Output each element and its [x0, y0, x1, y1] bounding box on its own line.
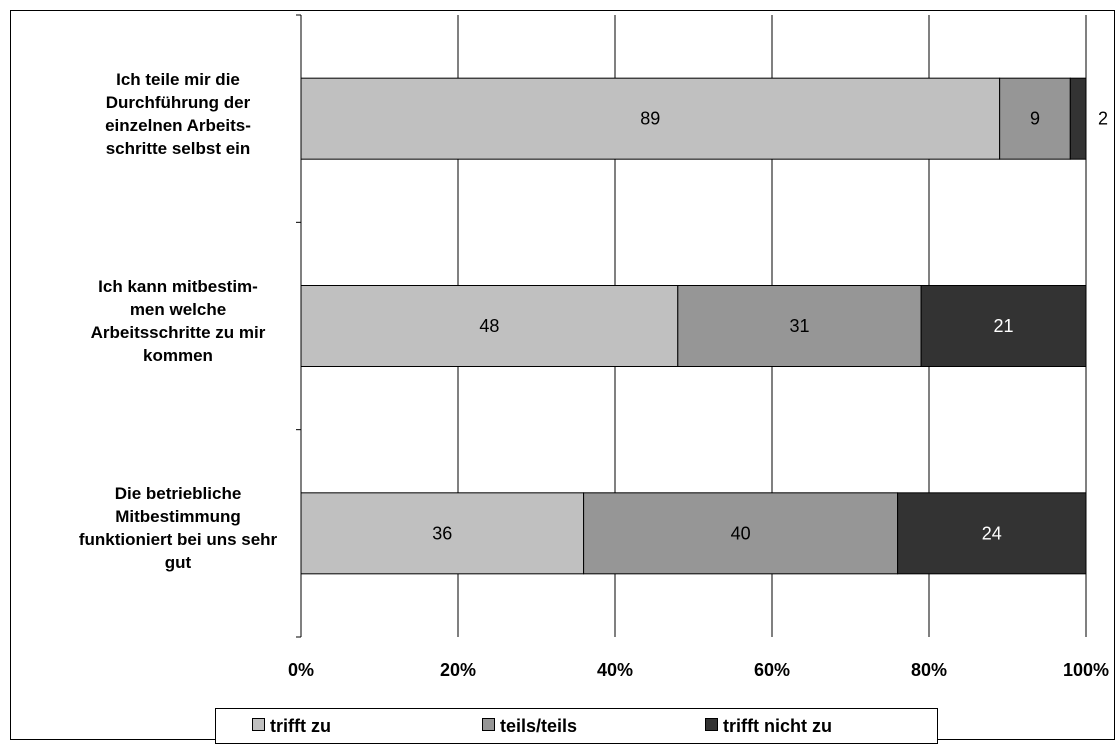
legend-label: trifft nicht zu: [723, 716, 832, 736]
x-tick-label: 0%: [288, 660, 314, 680]
data-label: 24: [982, 523, 1002, 543]
legend-item-trifft-nicht-zu: trifft nicht zu: [705, 716, 832, 737]
data-label: 31: [789, 316, 809, 336]
category-label-line: Die betriebliche: [114, 484, 242, 504]
data-label: 48: [479, 316, 499, 336]
x-tick-label: 20%: [440, 660, 476, 680]
bar-segment: [677, 285, 922, 367]
category-label-line: kommen: [143, 346, 213, 365]
data-label: 89: [640, 109, 660, 129]
category-label-line: funktioniert bei uns sehr: [78, 530, 278, 550]
category-label-line: Durchführung der: [105, 92, 251, 112]
bar-segment: [300, 285, 679, 367]
category-label: Ich kann mitbestim-men welche Arbeitsschr…: [33, 275, 323, 367]
data-label: 21: [994, 316, 1014, 336]
bar-segment: [1069, 77, 1087, 160]
legend-label: teils/teils: [500, 716, 578, 736]
category-label-line: Arbeitsschritte zu mir: [90, 323, 266, 342]
bar-segment: [920, 285, 1087, 367]
category-label-line: Mitbestimmung: [115, 507, 241, 527]
category-label-line: Ich teile mir die: [116, 69, 240, 89]
bar-segment: [897, 492, 1087, 575]
x-tick-label: 100%: [1063, 660, 1109, 680]
category-label: Die betriebliche Mitbestimmung funktionier…: [33, 482, 323, 574]
category-label-line: men welche: [129, 300, 227, 319]
x-tick-label: 40%: [597, 660, 633, 680]
x-tick-label: 60%: [754, 660, 790, 680]
legend: trifft zu teils/teils trifft nicht zu: [215, 708, 938, 744]
x-tick-label: 80%: [911, 660, 947, 680]
category-label-line: schritte selbst ein: [105, 138, 251, 158]
data-label: 36: [432, 523, 452, 543]
legend-label: trifft zu: [270, 716, 331, 736]
legend-item-trifft-zu: trifft zu: [252, 716, 331, 737]
category-label-line: Ich kann mitbestim-: [98, 277, 258, 296]
data-label: 9: [1030, 109, 1040, 129]
category-label: Ich teile mir die Durchführung der einzeln…: [33, 68, 323, 160]
legend-item-teils-teils: teils/teils: [482, 716, 577, 737]
category-label-line: einzelnen Arbeits-: [105, 115, 251, 135]
legend-swatch-trifft-nicht-zu: [705, 718, 718, 731]
bar-segment: [999, 77, 1071, 160]
legend-swatch-teils-teils: [482, 718, 495, 731]
data-label: 2: [1098, 109, 1108, 129]
category-label-line: gut: [164, 553, 192, 573]
data-label: 40: [731, 523, 751, 543]
bar-segment: [583, 492, 899, 575]
legend-swatch-trifft-zu: [252, 718, 265, 731]
